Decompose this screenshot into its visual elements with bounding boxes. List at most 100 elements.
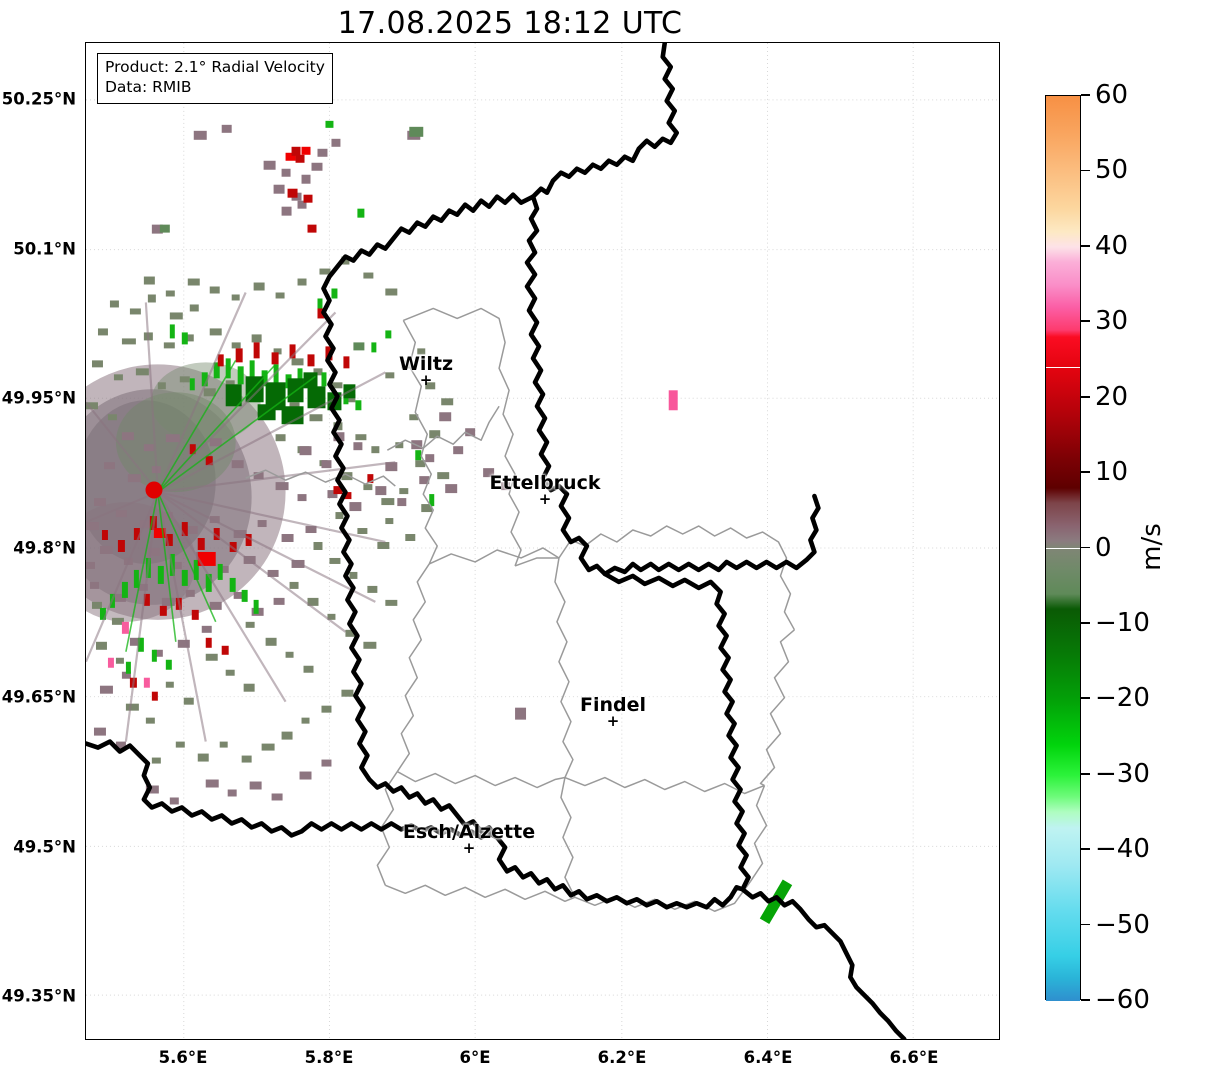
colorbar-tick bbox=[1081, 923, 1090, 926]
city-name: Esch/Alzette bbox=[402, 821, 536, 843]
city-marker: + bbox=[606, 712, 620, 730]
city-label-esch-alzette: Esch/Alzette + bbox=[402, 821, 536, 857]
city-name: Findel bbox=[579, 694, 647, 716]
colorbar-segment bbox=[1046, 488, 1080, 504]
lat-tick-label: 49.35°N bbox=[1, 986, 76, 1006]
colorbar-segment bbox=[1046, 525, 1080, 541]
colorbar-segment bbox=[1046, 246, 1080, 262]
colorbar-segment bbox=[1046, 978, 1080, 1001]
colorbar-segment bbox=[1046, 231, 1080, 247]
colorbar-tick-label: −30 bbox=[1095, 758, 1150, 789]
national-borders bbox=[86, 43, 907, 1039]
colorbar-segment bbox=[1046, 699, 1080, 745]
colorbar-segment bbox=[1046, 654, 1080, 700]
page-title: 17.08.2025 18:12 UTC bbox=[337, 6, 683, 41]
city-name: Ettelbruck bbox=[489, 472, 601, 494]
city-label-wiltz: Wiltz + bbox=[398, 353, 454, 389]
colorbar-segment bbox=[1046, 171, 1080, 210]
colorbar-segment bbox=[1046, 284, 1080, 308]
colorbar-segment bbox=[1046, 910, 1080, 956]
city-label-ettelbruck: Ettelbruck + bbox=[489, 472, 601, 508]
lon-tick-label: 5.8°E bbox=[304, 1048, 354, 1067]
colorbar-segment bbox=[1046, 812, 1080, 828]
colorbar-tick-label: −50 bbox=[1095, 909, 1150, 940]
colorbar-unit-label: m/s bbox=[1137, 523, 1167, 571]
city-marker: + bbox=[462, 839, 476, 857]
colorbar-segment bbox=[1046, 593, 1080, 609]
colorbar-tick-label: 60 bbox=[1095, 80, 1129, 110]
map-plot-area[interactable]: Product: 2.1° Radial Velocity Data: RMIB… bbox=[85, 42, 1000, 1040]
colorbar-segment bbox=[1046, 367, 1080, 413]
colorbar-segment bbox=[1046, 503, 1080, 526]
green-velocity-streak bbox=[759, 879, 793, 925]
colorbar-tick-label: −60 bbox=[1095, 985, 1150, 1015]
colorbar-tick-label: −10 bbox=[1095, 607, 1150, 638]
colorbar-tick bbox=[1081, 244, 1090, 247]
lon-tick-label: 6.4°E bbox=[743, 1048, 793, 1067]
colorbar-segment bbox=[1046, 307, 1080, 330]
colorbar-tick-label: −40 bbox=[1095, 834, 1150, 865]
data-source-line: Data: RMIB bbox=[105, 77, 192, 96]
colorbar-segment bbox=[1046, 96, 1080, 134]
colorbar-tick bbox=[1081, 999, 1090, 1001]
colorbar-segment bbox=[1046, 744, 1080, 775]
colorbar-tick bbox=[1081, 395, 1090, 398]
city-marker: + bbox=[538, 490, 552, 508]
colorbar-segment bbox=[1046, 261, 1080, 285]
colorbar-segment bbox=[1046, 955, 1080, 979]
clutter-speckle bbox=[86, 120, 454, 805]
colorbar-tick bbox=[1081, 848, 1090, 851]
colorbar-segment bbox=[1046, 827, 1080, 866]
colorbar-segment bbox=[1046, 774, 1080, 798]
map-svg bbox=[86, 43, 999, 1039]
lat-tick-label: 50.1°N bbox=[13, 239, 76, 259]
colorbar-tick bbox=[1081, 471, 1090, 473]
radar-reflectivity-layer bbox=[86, 120, 793, 925]
lat-tick-label: 49.8°N bbox=[13, 538, 76, 558]
colorbar-tick bbox=[1081, 697, 1090, 700]
colorbar-segment bbox=[1046, 797, 1080, 813]
map-canvas: Product: 2.1° Radial Velocity Data: RMIB… bbox=[86, 43, 999, 1039]
colorbar-tick bbox=[1081, 169, 1090, 172]
lon-tick-label: 6°E bbox=[459, 1048, 491, 1067]
colorbar-tick-label: 30 bbox=[1095, 306, 1129, 337]
lat-tick-label: 49.95°N bbox=[1, 388, 76, 408]
colorbar[interactable]: 60 50 40 30 20 10 0 −10 −20 −30 −40 −50 −60 bbox=[1045, 80, 1150, 1015]
colorbar-tick-label: 10 bbox=[1095, 457, 1129, 488]
lat-tick-label: 50.25°N bbox=[1, 89, 76, 109]
colorbar-segment bbox=[1046, 540, 1080, 549]
colorbar-segment bbox=[1046, 571, 1080, 594]
colorbar-tick-label: 0 bbox=[1095, 532, 1112, 563]
city-marker: + bbox=[419, 371, 433, 389]
city-label-findel: Findel + bbox=[579, 694, 647, 730]
colorbar-segment bbox=[1046, 329, 1080, 338]
radar-site-marker bbox=[143, 479, 165, 501]
colorbar-segment bbox=[1046, 458, 1080, 489]
colorbar-segment bbox=[1046, 608, 1080, 655]
product-line: Product: 2.1° Radial Velocity bbox=[105, 58, 325, 76]
product-info-box: Product: 2.1° Radial Velocity Data: RMIB bbox=[97, 53, 333, 104]
colorbar-gradient bbox=[1045, 95, 1081, 1001]
colorbar-tick-label: −20 bbox=[1095, 683, 1150, 714]
colorbar-segment bbox=[1046, 337, 1080, 368]
colorbar-tick bbox=[1081, 772, 1090, 775]
lat-tick-label: 49.65°N bbox=[1, 687, 76, 707]
colorbar-segment bbox=[1046, 865, 1080, 911]
colorbar-tick-label: 40 bbox=[1095, 230, 1129, 261]
colorbar-segment bbox=[1046, 209, 1080, 232]
lon-tick-label: 6.2°E bbox=[597, 1048, 647, 1067]
colorbar-segment bbox=[1046, 548, 1080, 572]
outlying-green-cells bbox=[159, 126, 424, 351]
colorbar-tick-label: 50 bbox=[1095, 155, 1129, 186]
colorbar-segment bbox=[1046, 412, 1080, 458]
lon-tick-label: 5.6°E bbox=[158, 1048, 208, 1067]
isolated-pink-echo bbox=[668, 390, 678, 411]
colorbar-tick bbox=[1081, 320, 1090, 323]
colorbar-tick bbox=[1081, 622, 1090, 624]
colorbar-segment bbox=[1046, 133, 1080, 172]
colorbar-tick-label: 20 bbox=[1095, 381, 1129, 412]
city-name: Wiltz bbox=[398, 353, 454, 375]
colorbar-tick bbox=[1081, 546, 1090, 549]
colorbar-tick bbox=[1081, 94, 1090, 96]
outlying-red-cells bbox=[287, 146, 352, 500]
